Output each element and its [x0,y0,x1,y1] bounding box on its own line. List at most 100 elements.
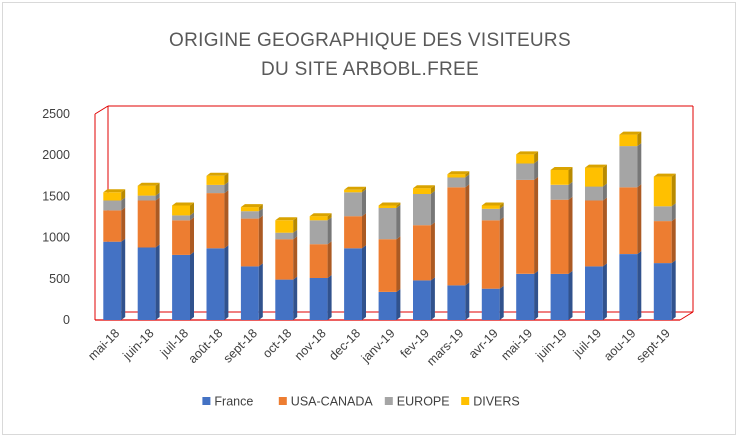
bar-segment-france [344,248,362,320]
bar-side-divers [396,202,401,208]
bar-segment-france [172,254,190,320]
bar-segment-europe [413,193,431,226]
bar-segment-usa-canada [137,200,156,248]
bar-segment-usa-canada [653,221,672,264]
bar-segment-europe [103,200,122,211]
bar-segment-usa-canada [413,225,431,281]
bar-stack [275,217,298,320]
bar-stack [137,182,160,320]
bar-top-divers [550,167,573,170]
bar-segment-divers [103,192,122,201]
bar-segment-divers [585,167,603,187]
bar-segment-usa-canada [309,244,328,278]
bar-stack [378,202,401,320]
bar-segment-europe [206,184,225,194]
bar-side-france [327,275,332,320]
bar-segment-usa-canada [344,216,362,249]
legend-swatch [461,397,470,405]
bar-segment-europe [516,163,535,180]
bar-stack [309,213,332,320]
bar-segment-divers [206,175,225,185]
bar-side-france [637,251,642,320]
bar-segment-divers [344,189,362,193]
legend-label: France [214,395,253,409]
bar-segment-france [240,266,259,320]
legend-label: USA-CANADA [291,395,374,409]
bar-segment-divers [516,154,535,164]
bar-side-europe [671,203,676,222]
bar-side-europe [327,217,332,245]
bar-side-europe [534,160,539,180]
x-tick-label: juin-19 [533,326,570,363]
bar-segment-divers [137,185,156,196]
bar-side-divers [190,202,194,216]
legend-swatch [384,397,393,405]
bar-side-europe [362,189,366,217]
y-tick-label: 2500 [42,107,70,121]
bar-side-europe [637,143,642,188]
bar-segment-europe [344,192,362,217]
x-tick-label: oct-18 [260,326,294,360]
bar-segment-usa-canada [275,239,294,280]
bar-segment-usa-canada [481,220,500,289]
bar-stack [240,204,263,320]
bar-side-usa-canada [293,236,298,280]
bar-side-usa-canada [671,218,676,264]
bar-segment-france [481,288,500,320]
bar-segment-france [516,273,535,320]
bar-top-divers [344,186,366,190]
x-tick-label: juil-19 [570,326,604,360]
bar-side-france [396,289,401,320]
bar-side-france [224,245,229,320]
bar-segment-usa-canada [550,199,569,274]
bar-side-usa-canada [568,196,573,274]
bar-segment-usa-canada [103,210,122,242]
bar-segment-usa-canada [516,179,535,274]
bar-stack [653,173,676,320]
bar-segment-divers [413,188,431,194]
bar-stack [516,151,539,320]
bar-side-usa-canada [396,236,401,292]
bar-side-usa-canada [534,176,539,274]
legend-item-usa-canada: USA-CANADA [278,395,374,409]
y-tick-label: 0 [63,313,70,327]
bar-side-france [121,238,126,320]
bar-side-usa-canada [499,217,504,289]
legend-item-europe: EUROPE [384,395,450,409]
bar-segment-europe [240,211,259,219]
bar-side-divers [568,167,573,185]
bar-top-divers [413,185,435,189]
bar-side-divers [258,204,263,212]
bar-segment-usa-canada [619,187,638,254]
bar-side-usa-canada [155,197,160,248]
bar-side-europe [190,212,194,221]
bar-stack [172,202,194,320]
bar-side-france [190,251,194,320]
bar-side-europe [224,181,229,194]
bar-segment-divers [240,207,259,212]
bar-segment-divers [550,170,569,185]
bar-side-divers [430,185,435,194]
x-tick-label: janv-19 [358,326,398,366]
bar-side-usa-canada [637,184,642,255]
chart-title-line-2: DU SITE ARBOBL.FREE [261,59,479,80]
bar-stack [447,171,470,320]
x-tick-label: août-18 [186,326,226,366]
bar-segment-europe [619,146,638,188]
bar-segment-usa-canada [240,218,259,267]
bar-side-usa-canada [327,241,332,278]
bar-segment-france [619,254,638,320]
bar-segment-europe [137,195,156,201]
floor-right [679,311,694,321]
bar-side-divers [465,171,470,178]
bar-top-divers [103,189,126,193]
bar-segment-france [550,273,569,320]
bar-segment-divers [275,220,294,233]
bar-side-france [362,245,366,320]
legend-label: DIVERS [473,395,520,409]
bar-segment-europe [550,184,569,200]
bar-side-divers [637,131,642,147]
y-tick-label: 500 [49,272,70,286]
bar-segment-europe [653,206,672,222]
